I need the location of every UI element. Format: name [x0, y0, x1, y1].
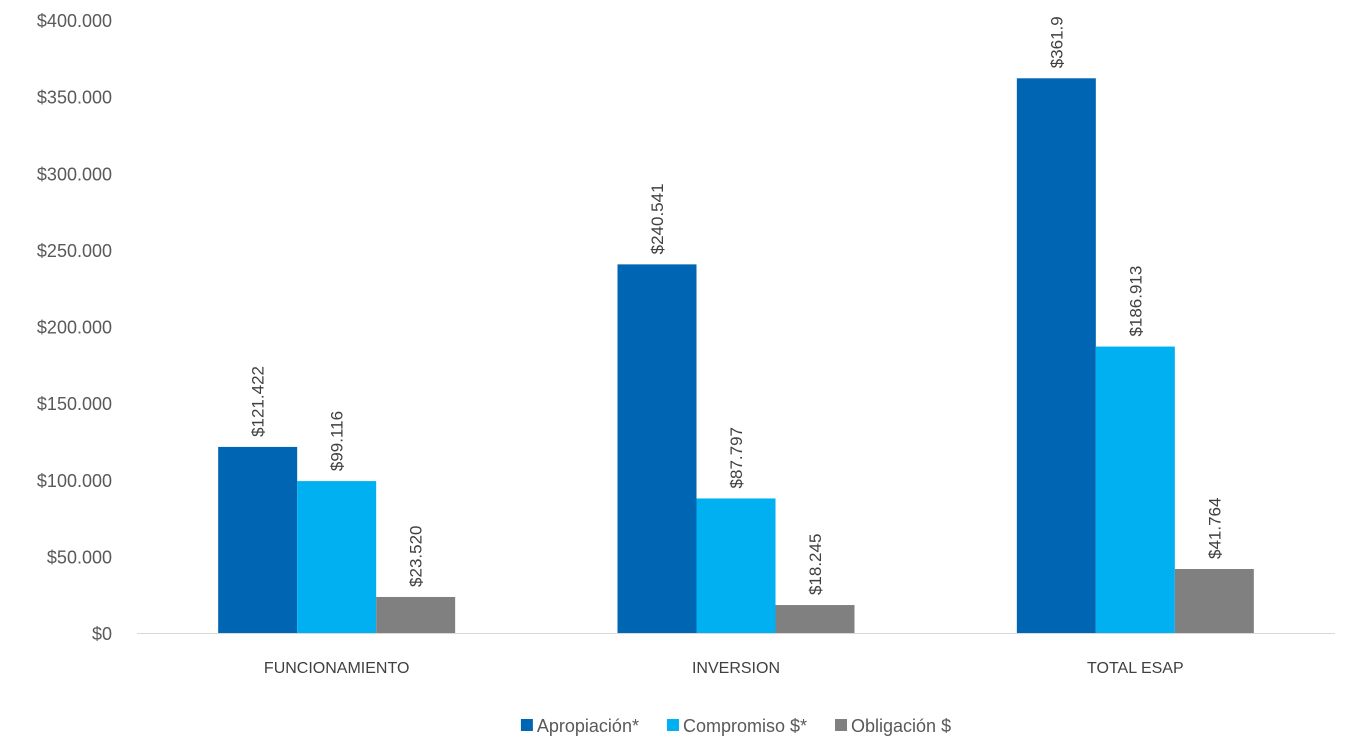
x-tick-label: INVERSION [692, 660, 780, 677]
bar [297, 481, 377, 633]
bar [1174, 568, 1254, 633]
y-tick-label: $50.000 [47, 547, 112, 567]
bar [376, 596, 456, 633]
data-label: $23.520 [407, 526, 426, 587]
y-tick-label: $150.000 [37, 394, 112, 414]
data-label: $99.116 [328, 411, 347, 471]
data-label: $240.541 [648, 183, 667, 254]
legend-swatch [520, 719, 533, 731]
legend-label: Compromiso $* [683, 716, 807, 736]
y-tick-label: $300.000 [37, 164, 112, 184]
y-tick-label: $100.000 [37, 471, 112, 491]
x-tick-label: TOTAL ESAP [1087, 660, 1184, 677]
data-label: $361.9 [1047, 16, 1066, 68]
legend-label: Obligación $ [851, 716, 951, 736]
data-label: $41.764 [1205, 498, 1224, 559]
bar [1016, 78, 1096, 634]
y-tick-label: $400.000 [37, 11, 112, 31]
y-tick-label: $350.000 [37, 88, 112, 108]
x-axis: FUNCIONAMIENTO INVERSION TOTAL ESAP [264, 660, 1184, 677]
bar [617, 264, 697, 633]
y-axis: $0 $50.000 $100.000 $150.000 $200.000 $250.00… [37, 11, 112, 644]
data-labels: $121.422 $99.116 $23.520 $240.541 $87.797 $18… [249, 16, 1225, 595]
y-tick-label: $200.000 [37, 318, 112, 338]
y-tick-label: $0 [92, 624, 112, 644]
data-label: $18.245 [806, 534, 825, 595]
legend-swatch [835, 719, 848, 731]
legend-label: Apropiación* [537, 716, 639, 736]
data-label: $121.422 [249, 366, 268, 437]
y-tick-label: $250.000 [37, 241, 112, 261]
bar [696, 498, 776, 633]
x-tick-label: FUNCIONAMIENTO [264, 660, 409, 677]
bar [775, 605, 855, 633]
data-label: $87.797 [727, 427, 746, 488]
bar [218, 446, 298, 633]
bars [218, 78, 1254, 634]
bar [1095, 346, 1175, 633]
data-label: $186.913 [1126, 266, 1145, 337]
legend-swatch [666, 719, 679, 731]
legend: Apropiación* Compromiso $* Obligación $ [520, 716, 951, 736]
